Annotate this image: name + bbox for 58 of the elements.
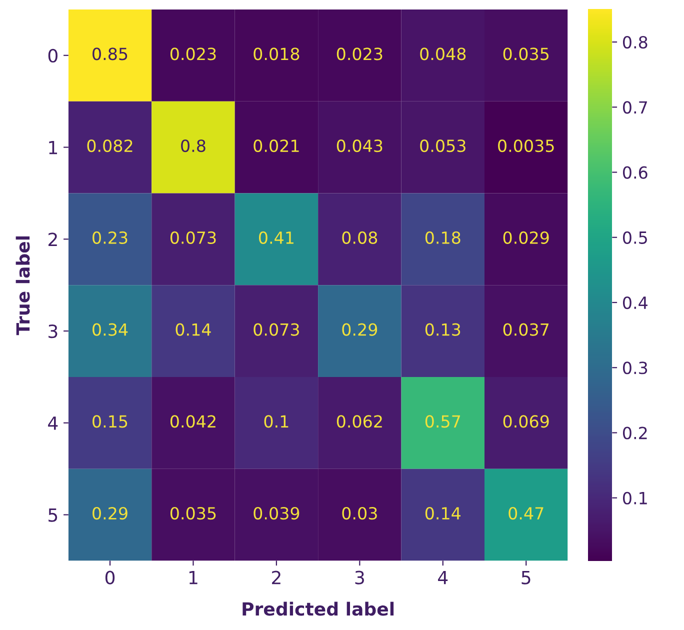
data-label: 0.1	[264, 415, 288, 428]
data-label: 0.062	[336, 415, 382, 428]
y-axis-title: True label	[16, 236, 30, 336]
data-label: 0.082	[87, 139, 132, 152]
data-label: 0.042	[170, 415, 216, 428]
color-bar-label: 0.6	[623, 166, 648, 179]
data-label: 0.029	[503, 231, 549, 244]
data-label: 0.13	[425, 323, 460, 336]
data-label: 0.47	[508, 506, 544, 520]
data-label: 0.57	[425, 415, 460, 428]
data-label: 0.08	[342, 231, 378, 244]
y-tick-label: 0	[48, 48, 58, 63]
color-bar-label: 0.1	[623, 492, 647, 504]
data-label: 0.34	[92, 323, 128, 336]
x-axis-title: Predicted label	[242, 602, 394, 616]
data-label: 0.021	[254, 139, 299, 152]
color-bar-label: 0.2	[623, 426, 647, 440]
data-label: 0.037	[503, 323, 549, 336]
data-label: 0.14	[425, 506, 461, 520]
data-label: 0.043	[336, 139, 382, 152]
color-bar-label: 0.5	[623, 231, 647, 244]
x-tick-label: 2	[272, 570, 280, 584]
x-tick-label: 1	[189, 570, 198, 584]
color-bar-label: 0.7	[623, 101, 647, 114]
data-label: 0.8	[181, 139, 206, 152]
data-label: 0.073	[254, 323, 299, 336]
color-bar-label: 0.8	[623, 36, 648, 49]
x-tick-label: 4	[438, 570, 448, 584]
y-tick-label: 4	[48, 416, 58, 430]
color-bar-label: 0.4	[623, 296, 648, 310]
y-tick-label: 3	[48, 324, 58, 338]
data-label: 0.035	[170, 506, 216, 520]
data-label: 0.053	[420, 139, 466, 152]
data-label: 0.41	[258, 231, 294, 244]
color-bar-label: 0.3	[623, 362, 648, 374]
data-label: 0.18	[425, 231, 460, 244]
data-label: 0.29	[92, 506, 128, 520]
x-tick-label: 3	[355, 570, 364, 584]
data-label: 0.14	[176, 323, 211, 336]
data-label: 0.039	[254, 506, 300, 520]
data-label: 0.018	[254, 48, 300, 60]
data-label: 0.035	[503, 48, 549, 60]
data-label: 0.29	[342, 323, 378, 336]
data-label: 0.023	[170, 48, 216, 60]
data-label: 0.069	[503, 415, 549, 428]
data-label: 0.023	[336, 48, 382, 60]
data-label: 0.85	[92, 48, 128, 60]
data-label: 0.073	[170, 231, 216, 244]
x-tick-label: 0	[105, 570, 115, 584]
data-label: 0.23	[92, 231, 128, 244]
data-label: 0.03	[342, 506, 377, 520]
data-label: 0.0035	[498, 139, 554, 152]
data-label: 0.15	[92, 415, 128, 428]
y-tick-label: 2	[48, 232, 57, 246]
y-tick-label: 1	[49, 140, 58, 154]
x-tick-label: 5	[522, 570, 530, 584]
y-tick-label: 5	[48, 508, 58, 522]
data-label: 0.048	[420, 48, 466, 60]
